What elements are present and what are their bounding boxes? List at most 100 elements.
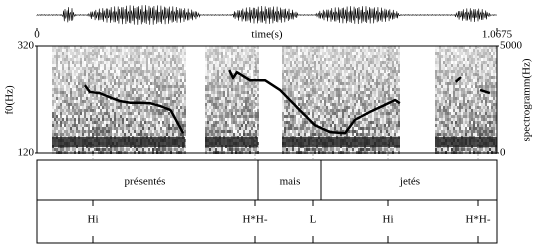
spectrogram-cell <box>154 55 156 58</box>
spectrogram-cell <box>90 103 92 106</box>
spectrogram-cell <box>286 76 288 79</box>
spectrogram-cell <box>358 100 360 103</box>
spectrogram-cell <box>318 118 320 121</box>
spectrogram-cell <box>223 121 225 124</box>
spectrogram-cell <box>160 64 162 67</box>
spectrogram-cell <box>330 61 332 64</box>
spectrogram-cell <box>82 82 84 85</box>
spectrogram-cell <box>164 55 166 58</box>
spectrogram-cell <box>82 103 84 106</box>
spectrogram-cell <box>174 148 176 151</box>
spectrogram-cell <box>257 103 259 106</box>
spectrogram-cell <box>78 82 80 85</box>
spectrogram-cell <box>360 148 362 151</box>
spectrogram-cell <box>132 133 134 136</box>
spectrogram-cell <box>310 61 312 64</box>
spectrogram-cell <box>106 127 108 130</box>
spectrogram-cell <box>86 118 88 121</box>
spectrogram-cell <box>290 64 292 67</box>
spectrogram-cell <box>239 124 241 127</box>
spectrogram-cell <box>310 52 312 55</box>
spectrogram-cell <box>140 115 142 118</box>
spectrogram-cell <box>170 118 172 121</box>
spectrogram-cell <box>300 133 302 136</box>
spectrogram-cell <box>342 52 344 55</box>
spectrogram-cell <box>342 124 344 127</box>
spectrogram-cell <box>138 133 140 136</box>
spectrogram-cell <box>324 70 326 73</box>
spectrogram-cell <box>72 73 74 76</box>
spectrogram-cell <box>72 130 74 133</box>
spectrogram-cell <box>90 73 92 76</box>
spectrogram-cell <box>104 67 106 70</box>
spectrogram-cell <box>128 118 130 121</box>
spectrogram-cell <box>302 97 304 100</box>
spectrogram-cell <box>88 103 90 106</box>
spectrogram-cell <box>134 52 136 55</box>
spectrogram-cell <box>154 64 156 67</box>
spectrogram-cell <box>344 124 346 127</box>
spectrogram-cell <box>298 52 300 55</box>
spectrogram-cell <box>168 127 170 130</box>
spectrogram-cell <box>326 100 328 103</box>
spectrogram-cell <box>138 67 140 70</box>
spectrogram-cell <box>362 133 364 136</box>
spectrogram-cell <box>104 103 106 106</box>
spectrogram-cell <box>348 73 350 76</box>
spectrogram-cell <box>176 112 178 115</box>
spectrogram-cell <box>292 82 294 85</box>
spectrogram-cell <box>110 118 112 121</box>
spectrogram-cell <box>110 82 112 85</box>
spectrogram-cell <box>322 109 324 112</box>
spectrogram-cell <box>90 121 92 124</box>
spectrogram-cell <box>78 121 80 124</box>
spectrogram-cell <box>207 79 209 82</box>
spectrogram-cell <box>54 100 56 103</box>
spectrogram-cell <box>60 124 62 127</box>
spectrogram-cell <box>300 52 302 55</box>
spectrogram-cell <box>166 121 168 124</box>
spectrogram-cell <box>98 127 100 130</box>
spectrogram-cell <box>100 130 102 133</box>
spectrogram-cell <box>235 91 237 94</box>
spectrogram-cell <box>80 73 82 76</box>
spectrogram-cell <box>66 55 68 58</box>
spectrogram-cell <box>72 91 74 94</box>
spectrogram-cell <box>56 55 58 58</box>
spectrogram-cell <box>72 82 74 85</box>
spectrogram-cell <box>94 82 96 85</box>
spectrogram-cell <box>320 49 322 52</box>
spectrogram-cell <box>184 49 186 52</box>
spectrogram-cell <box>368 148 370 151</box>
spectrogram-cell <box>217 118 219 121</box>
spectrogram-cell <box>227 85 229 88</box>
spectrogram-cell <box>257 127 259 130</box>
spectrogram-cell <box>118 109 120 112</box>
spectrogram-cell <box>215 91 217 94</box>
spectrogram-cell <box>96 130 98 133</box>
spectrogram-cell <box>225 64 227 67</box>
spectrogram-cell <box>158 115 160 118</box>
spectrogram-cell <box>205 112 207 115</box>
spectrogram-cell <box>340 103 342 106</box>
spectrogram-cell <box>356 85 358 88</box>
spectrogram-cell <box>326 88 328 91</box>
spectrogram-cell <box>126 97 128 100</box>
spectrogram-cell <box>350 61 352 64</box>
spectrogram-cell <box>154 133 156 136</box>
spectrogram-cell <box>237 124 239 127</box>
spectrogram-cell <box>350 115 352 118</box>
spectrogram-cell <box>318 55 320 58</box>
spectrogram-cell <box>64 88 66 91</box>
spectrogram-cell <box>116 64 118 67</box>
spectrogram-cell <box>116 121 118 124</box>
spectrogram-cell <box>104 73 106 76</box>
spectrogram-cell <box>184 58 186 61</box>
spectrogram-cell <box>308 49 310 52</box>
spectrogram-cell <box>172 76 174 79</box>
spectrogram-cell <box>360 94 362 97</box>
spectrogram-cell <box>56 91 58 94</box>
spectrogram-cell <box>221 79 223 82</box>
spectrogram-cell <box>134 85 136 88</box>
spectrogram-cell <box>182 88 184 91</box>
